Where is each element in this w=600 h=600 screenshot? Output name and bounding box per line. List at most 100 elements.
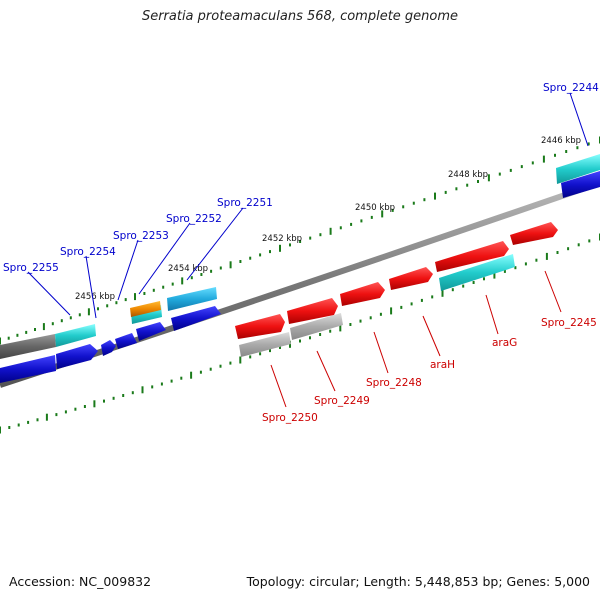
label-spro-2245[interactable]: Spro_2245 — [541, 317, 597, 329]
minor-tick — [520, 165, 523, 169]
label-spro-2250[interactable]: Spro_2250 — [262, 412, 318, 424]
label-spro-2251[interactable]: Spro_2251 — [217, 197, 273, 209]
minor-tick — [370, 215, 373, 219]
gene-spro-2254-arrow[interactable] — [56, 344, 98, 369]
minor-tick — [369, 316, 372, 320]
minor-tick — [152, 288, 155, 292]
major-tick — [0, 426, 1, 434]
minor-tick — [309, 236, 312, 240]
major-tick — [45, 413, 48, 421]
accession-text: Accession: NC_009832 — [9, 574, 152, 589]
feature-orange-orf-2253[interactable] — [130, 301, 161, 317]
minor-tick — [420, 298, 423, 302]
label-arah[interactable]: araH — [430, 359, 455, 371]
kbp-label-2452: 2452 kbp — [262, 234, 302, 244]
minor-tick — [131, 391, 134, 395]
feature-sky-orf-2251[interactable] — [167, 287, 217, 311]
minor-tick — [16, 333, 19, 337]
minor-tick — [34, 328, 36, 331]
feature-cyan-orf-left[interactable] — [55, 324, 96, 347]
major-tick — [0, 337, 1, 345]
label-spro-2254[interactable]: Spro_2254 — [60, 246, 116, 258]
minor-tick — [219, 266, 222, 270]
minor-tick — [83, 405, 86, 408]
feature-grey-orf-2250[interactable] — [239, 332, 291, 357]
gene-spro-2249-arrow[interactable] — [287, 298, 338, 324]
minor-tick — [27, 420, 30, 424]
major-tick — [493, 271, 496, 279]
minor-tick — [349, 323, 352, 326]
minor-tick — [269, 349, 271, 353]
minor-tick — [503, 269, 506, 273]
label-spro-2248[interactable]: Spro_2248 — [366, 377, 422, 389]
minor-tick — [299, 339, 301, 343]
minor-tick — [535, 258, 538, 262]
minor-tick — [472, 281, 475, 284]
gene-spro-2248-arrow[interactable] — [340, 282, 385, 306]
minor-tick — [299, 240, 302, 243]
gene-small-arrow-a[interactable] — [101, 340, 116, 356]
gene-arag-arrow[interactable] — [435, 241, 509, 272]
minor-tick — [115, 301, 118, 305]
minor-tick — [379, 312, 382, 316]
major-tick — [434, 192, 436, 200]
minor-tick — [483, 277, 485, 281]
feature-grey-orf-left[interactable] — [0, 334, 56, 359]
feature-cyan-orf-2244[interactable] — [556, 154, 600, 184]
minor-tick — [402, 205, 405, 209]
major-tick — [141, 386, 144, 394]
label-arag[interactable]: araG — [492, 337, 517, 349]
major-tick — [339, 324, 342, 332]
minor-tick — [170, 379, 173, 383]
gene-spro-2251-arrow[interactable] — [171, 306, 221, 331]
minor-tick — [143, 292, 146, 295]
minor-tick — [219, 364, 222, 368]
major-tick — [487, 174, 490, 182]
gene-spro-2253-arrow[interactable] — [115, 333, 137, 349]
label-spro-2244[interactable]: Spro_2244 — [543, 82, 599, 94]
major-tick — [239, 356, 242, 364]
minor-tick — [466, 183, 469, 187]
feature-grey-orf-2249[interactable] — [290, 313, 343, 340]
minor-tick — [412, 201, 415, 205]
genome-title: Serratia proteamaculans 568, complete ge… — [141, 9, 459, 24]
minor-tick — [498, 172, 501, 176]
major-tick — [289, 340, 291, 348]
minor-tick — [391, 208, 394, 212]
kbp-label-2454: 2454 kbp — [168, 264, 208, 274]
minor-tick — [514, 266, 517, 270]
gene-spro-2244-arrow[interactable] — [561, 171, 600, 198]
genome-summary-text: Topology: circular; Length: 5,448,853 bp… — [246, 574, 590, 589]
minor-tick — [25, 330, 28, 334]
minor-tick — [190, 276, 193, 280]
minor-tick — [259, 253, 262, 257]
minor-tick — [587, 142, 590, 146]
minor-tick — [124, 298, 127, 302]
minor-tick — [462, 284, 465, 288]
minor-tick — [360, 219, 363, 223]
minor-tick — [350, 222, 353, 226]
minor-tick — [455, 187, 458, 191]
label-spro-2252[interactable]: Spro_2252 — [166, 213, 222, 225]
gene-arah-arrow[interactable] — [389, 267, 433, 290]
gene-spro-2245-arrow[interactable] — [510, 222, 558, 245]
major-tick — [542, 155, 545, 163]
minor-tick — [531, 161, 534, 165]
label-spro-2253[interactable]: Spro_2253 — [113, 230, 169, 242]
gene-spro-2250-arrow[interactable] — [235, 314, 285, 339]
bottom-gene-labels: Spro_2245 araG araH Spro_2248 Spro_2249 … — [262, 270, 597, 424]
minor-tick — [180, 376, 183, 380]
minor-tick — [103, 399, 105, 403]
major-tick — [190, 371, 193, 379]
label-spro-2255[interactable]: Spro_2255 — [3, 262, 59, 274]
minor-tick — [209, 367, 212, 371]
feature-cyan-orf-arag[interactable] — [439, 254, 515, 291]
minor-tick — [400, 305, 403, 309]
minor-tick — [160, 382, 163, 386]
label-spro-2249[interactable]: Spro_2249 — [314, 395, 370, 407]
gene-spro-2252-arrow[interactable] — [136, 322, 166, 341]
minor-tick — [249, 355, 252, 359]
gene-spro-2255-arrow[interactable] — [0, 355, 56, 383]
minor-tick — [36, 418, 39, 422]
